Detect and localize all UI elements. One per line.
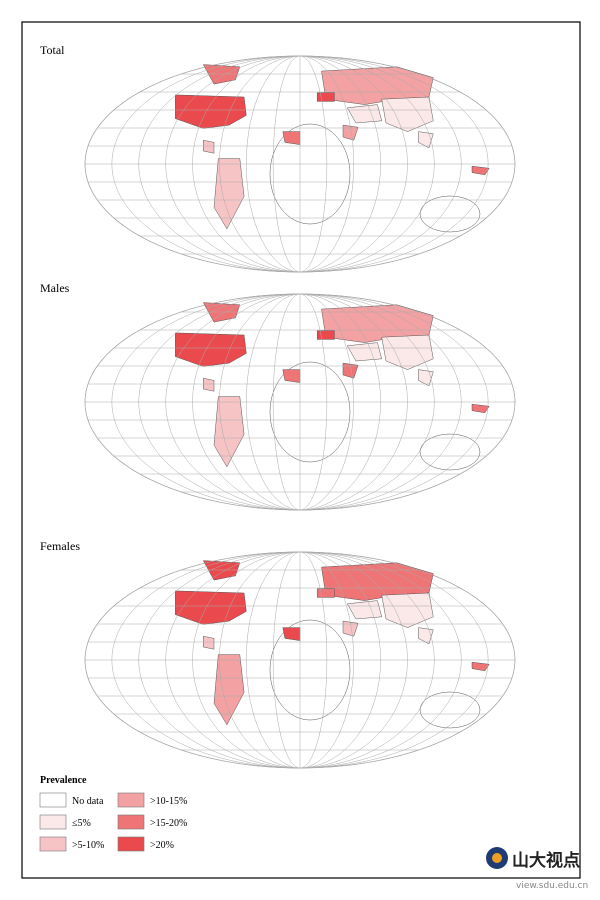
country — [203, 635, 215, 650]
legend-swatch — [39, 792, 67, 808]
country — [213, 158, 245, 230]
country — [213, 654, 245, 726]
country — [381, 96, 434, 132]
legend-swatch — [117, 836, 145, 852]
legend-label: >15-20% — [150, 818, 187, 829]
country — [381, 334, 434, 370]
country — [381, 592, 434, 628]
country — [203, 377, 215, 392]
country — [202, 302, 241, 323]
country — [202, 560, 241, 581]
country — [282, 627, 301, 641]
country — [316, 330, 335, 340]
map-title: Males — [40, 281, 70, 295]
continent — [419, 195, 481, 233]
country — [175, 94, 247, 129]
continent — [419, 433, 481, 471]
continent — [269, 123, 351, 225]
legend-label: >5-10% — [72, 840, 104, 851]
legend-label: >10-15% — [150, 796, 187, 807]
country — [175, 590, 247, 625]
country — [342, 620, 359, 637]
country — [175, 332, 247, 367]
country — [316, 92, 335, 102]
continent — [269, 361, 351, 463]
legend-label: No data — [72, 796, 104, 807]
country — [282, 369, 301, 383]
country — [342, 124, 359, 141]
continent — [419, 691, 481, 729]
continent — [269, 619, 351, 721]
country — [342, 362, 359, 379]
legend-swatch — [117, 792, 145, 808]
country — [471, 403, 490, 414]
map-title: Females — [40, 539, 80, 553]
country — [471, 165, 490, 176]
legend-title: Prevalence — [40, 775, 87, 786]
legend-swatch — [39, 836, 67, 852]
country — [316, 588, 335, 598]
country — [213, 396, 245, 468]
world-map: Total — [40, 43, 516, 273]
map-title: Total — [40, 43, 65, 57]
legend-swatch — [39, 814, 67, 830]
watermark-logo — [492, 853, 502, 863]
world-map: Females — [40, 539, 516, 769]
country — [282, 131, 301, 145]
country — [202, 64, 241, 85]
world-map: Males — [40, 281, 516, 511]
watermark-url: view.sdu.edu.cn — [516, 881, 588, 891]
legend-label: >20% — [150, 840, 174, 851]
country — [471, 661, 490, 672]
legend-swatch — [117, 814, 145, 830]
legend-label: ≤5% — [72, 818, 91, 829]
watermark-text: 山大视点 — [512, 850, 580, 871]
country — [203, 139, 215, 154]
